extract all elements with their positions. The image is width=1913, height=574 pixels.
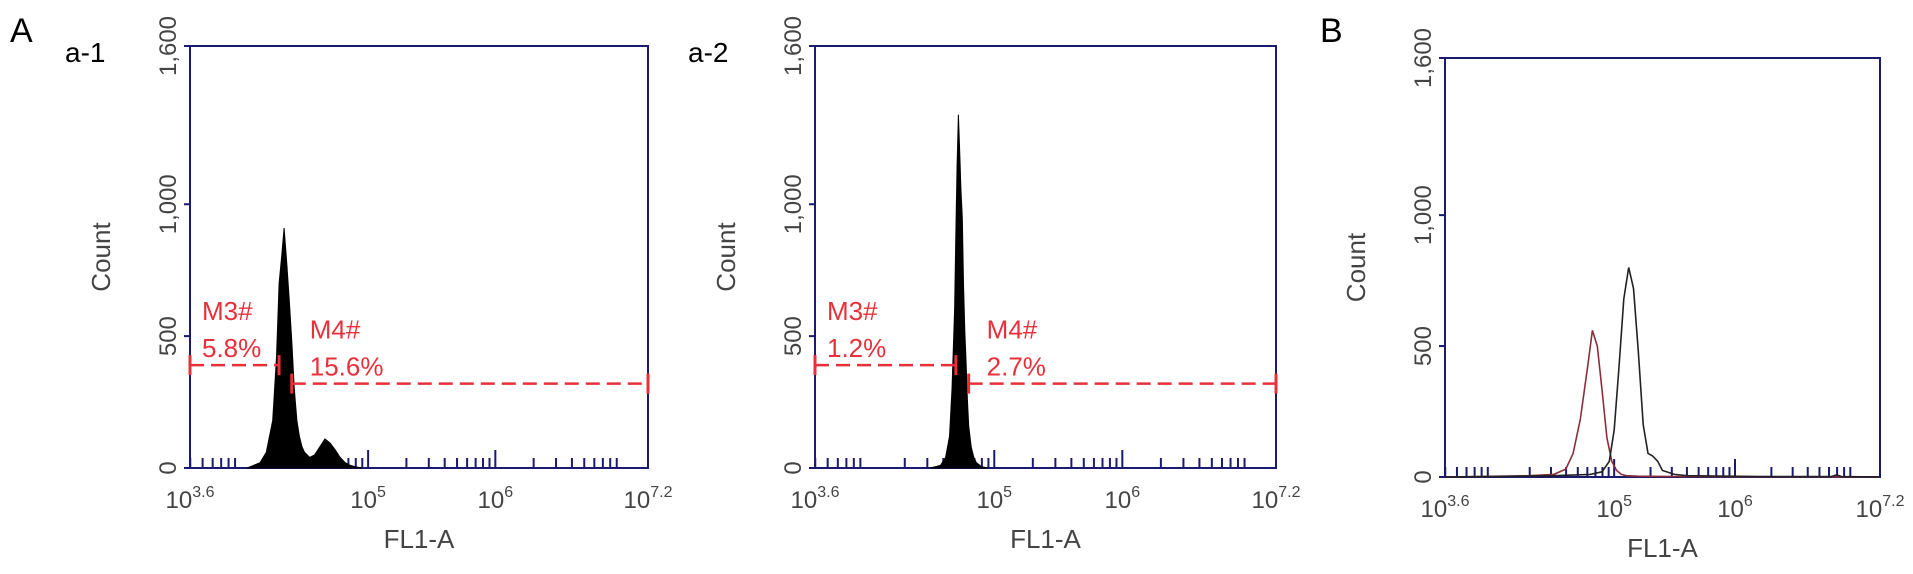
x-tick-label: 107.2	[624, 484, 673, 514]
x-tick-label: 106	[1105, 484, 1141, 514]
gate-name: M3#	[827, 296, 878, 326]
panel-sublabel: a-2	[688, 37, 728, 68]
y-tick-label: 1,600	[155, 16, 182, 76]
panel-label-a: A	[10, 12, 33, 50]
panel-sublabel: a-1	[65, 37, 105, 68]
y-tick-label: 500	[780, 316, 807, 356]
gate-name: M4#	[310, 315, 361, 345]
y-tick-label: 0	[155, 461, 182, 474]
x-tick-label: 103.6	[1421, 493, 1470, 523]
plot-frame	[189, 45, 649, 469]
histogram-series	[247, 227, 362, 469]
x-tick-label: 107.2	[1252, 484, 1301, 514]
x-tick-label: 106	[1717, 493, 1753, 523]
y-tick-label: 500	[155, 316, 182, 356]
panel-label-b: B	[1320, 12, 1343, 50]
plots-group: 0 500 1,000 1,600 103.6 105 106 107.2 FL1-A Count…	[65, 16, 1905, 563]
histogram-line-series	[1444, 267, 1881, 478]
y-tick-label: 1,000	[1410, 185, 1437, 245]
x-tick-label: 105	[350, 484, 386, 514]
x-tick-label: 105	[1596, 493, 1632, 523]
x-axis-label: FL1-A	[384, 524, 455, 554]
y-tick-label: 1,000	[155, 174, 182, 234]
x-tick-label: 103.6	[166, 484, 215, 514]
chart-3: 0 500 1,000 1,600 103.6 105 106 107.2 FL1-A Count	[1341, 28, 1905, 563]
x-tick-label: 106	[478, 484, 514, 514]
gate-percent: 1.2%	[827, 333, 886, 363]
histogram-line-series	[1444, 330, 1881, 478]
y-tick-label: 1,000	[780, 174, 807, 234]
gate-name: M4#	[987, 315, 1038, 345]
y-tick-label: 0	[780, 461, 807, 474]
y-tick-label: 1,600	[780, 16, 807, 76]
chart-2: 0 500 1,000 1,600 103.6 105 106 107.2 FL1-A Count…	[688, 16, 1301, 554]
y-tick-label: 0	[1410, 470, 1437, 483]
gate-name: M3#	[202, 296, 253, 326]
chart-1: 0 500 1,000 1,600 103.6 105 106 107.2 FL1-A Count…	[65, 16, 673, 554]
gate-percent: 5.8%	[202, 333, 261, 363]
plot-frame	[1444, 57, 1881, 478]
plot-frame	[814, 45, 1277, 469]
gate-percent: 15.6%	[310, 352, 384, 382]
x-axis-label: FL1-A	[1627, 533, 1698, 563]
x-tick-label: 105	[976, 484, 1012, 514]
y-axis-label: Count	[86, 222, 116, 292]
y-tick-label: 1,600	[1410, 28, 1437, 88]
x-tick-label: 103.6	[791, 484, 840, 514]
y-tick-label: 500	[1410, 326, 1437, 366]
y-axis-label: Count	[711, 222, 741, 292]
gate-percent: 2.7%	[987, 352, 1046, 382]
histogram-series	[930, 114, 988, 469]
y-axis-label: Count	[1341, 232, 1371, 302]
x-axis-label: FL1-A	[1010, 524, 1081, 554]
x-tick-label: 107.2	[1856, 493, 1905, 523]
